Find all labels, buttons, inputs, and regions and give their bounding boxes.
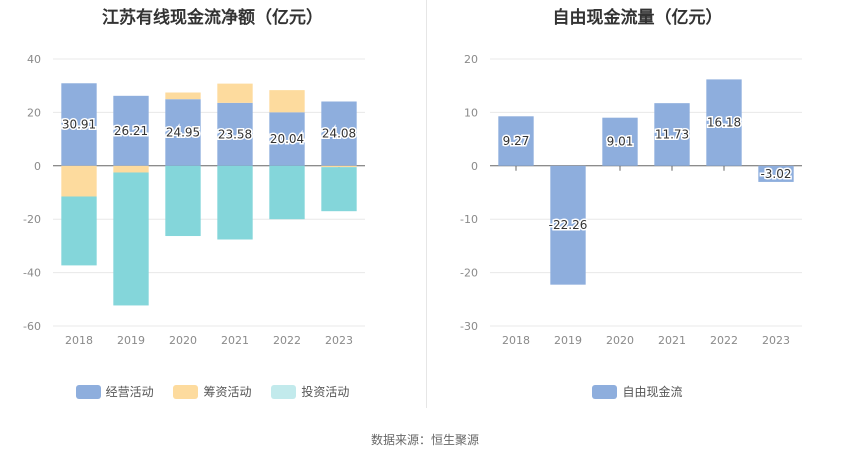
- right-bar-s0-2022: [706, 79, 742, 166]
- right-bar-s0-2018: [498, 116, 534, 166]
- left-bar-s0-2021: [217, 102, 253, 166]
- left-bar-s2-2020: [165, 165, 201, 237]
- right-bar-s0-2021: [654, 103, 690, 166]
- left-bar-s1-2018: [61, 165, 97, 197]
- left-data-label: 24.08: [322, 127, 356, 141]
- legend-label-financing: 筹资活动: [203, 385, 252, 399]
- right-bar-s0-2019: [550, 165, 586, 285]
- right-y-tick-label: 10: [464, 106, 478, 119]
- left-chart-plot: 40 20 0 -20 -40 -60 2018 2019 2020 2021 2022 2023 30…: [23, 53, 365, 347]
- left-bar-s1-2021: [217, 83, 253, 103]
- left-y-tick-label: -60: [23, 320, 41, 333]
- panel-divider: [426, 0, 427, 408]
- left-bar-s0-2020: [165, 99, 201, 166]
- right-data-label: -22.26: [549, 218, 588, 232]
- right-x-tick-label: 2020: [606, 334, 634, 347]
- legend-swatch-financing: [173, 384, 199, 399]
- left-x-tick-label: 2019: [117, 334, 145, 347]
- left-bar-s1-2023: [321, 165, 357, 168]
- right-data-label: -3.02: [760, 167, 791, 181]
- legend-swatch-operating: [75, 384, 101, 399]
- left-y-tick-label: 0: [34, 160, 41, 173]
- right-x-tick-label: 2021: [658, 334, 686, 347]
- right-y-tick-label: -10: [460, 213, 478, 226]
- right-x-tick-label: 2018: [502, 334, 530, 347]
- left-bar-s1-2022: [269, 90, 305, 113]
- legend-label-investing: 投资活动: [301, 385, 350, 399]
- left-bar-s2-2019: [113, 172, 149, 306]
- right-data-label: 16.18: [707, 116, 741, 130]
- left-y-tick-label: 20: [27, 106, 41, 119]
- legend-swatch-investing: [271, 384, 297, 399]
- left-chart-legend: 经营活动 筹资活动 投资活动: [0, 383, 425, 402]
- left-data-label: 20.04: [270, 132, 304, 146]
- right-y-tick-label: 20: [464, 53, 478, 66]
- right-chart-panel: 自由现金流量（亿元） 20 10 0 -10 -20 -30 2018 2019 2020 202…: [425, 0, 850, 410]
- legend-item-financing[interactable]: 筹资活动: [173, 383, 252, 400]
- left-x-tick-label: 2020: [169, 334, 197, 347]
- left-bar-s0-2022: [269, 112, 305, 166]
- left-chart-panel: 江苏有线现金流净额（亿元） 40 20 0 -20 -40 -60 2018 2019 2020…: [0, 0, 425, 410]
- left-y-tick-label: -40: [23, 267, 41, 280]
- left-bar-s2-2022: [269, 165, 305, 220]
- right-bar-s0-2023: [758, 165, 794, 182]
- left-data-label: 24.95: [166, 125, 200, 139]
- left-bar-s1-2020: [165, 92, 201, 100]
- right-x-tick-label: 2019: [554, 334, 582, 347]
- legend-item-free-cash-flow[interactable]: 自由现金流: [592, 383, 683, 400]
- left-x-tick-label: 2022: [273, 334, 301, 347]
- data-source-note: 数据来源：恒生聚源: [370, 433, 479, 447]
- left-bar-s1-2019: [113, 165, 149, 173]
- legend-label-free-cash-flow: 自由现金流: [622, 385, 683, 399]
- left-x-tick-label: 2018: [65, 334, 93, 347]
- right-data-label: 9.27: [503, 134, 530, 148]
- legend-item-investing[interactable]: 投资活动: [271, 383, 349, 400]
- left-x-tick-label: 2021: [221, 334, 249, 347]
- left-y-tick-label: 40: [27, 53, 41, 66]
- right-y-tick-label: -30: [460, 320, 478, 333]
- legend-item-operating[interactable]: 经营活动: [75, 383, 154, 400]
- left-bar-s2-2021: [217, 165, 253, 240]
- left-x-tick-label: 2023: [325, 334, 353, 347]
- right-y-tick-label: -20: [460, 267, 478, 280]
- left-bar-s2-2018: [61, 196, 97, 266]
- left-data-label: 23.58: [218, 127, 252, 141]
- left-bar-s0-2019: [113, 95, 149, 166]
- left-data-label: 30.91: [62, 118, 96, 132]
- left-data-label: 26.21: [114, 124, 148, 138]
- right-data-label: 9.01: [607, 135, 634, 149]
- right-chart-title: 自由现金流量（亿元）: [552, 8, 723, 28]
- right-bar-s0-2020: [602, 117, 638, 166]
- right-x-tick-label: 2022: [710, 334, 738, 347]
- right-y-tick-label: 0: [471, 160, 478, 173]
- left-chart-title: 江苏有线现金流净额（亿元）: [102, 8, 323, 28]
- left-bar-s0-2018: [61, 83, 97, 166]
- right-x-tick-label: 2023: [762, 334, 790, 347]
- legend-label-operating: 经营活动: [105, 385, 154, 399]
- left-y-tick-label: -20: [23, 213, 41, 226]
- left-bar-s2-2023: [321, 167, 357, 212]
- left-bar-s0-2023: [321, 101, 357, 166]
- right-chart-legend: 自由现金流: [425, 383, 850, 402]
- right-chart-plot: 20 10 0 -10 -20 -30 2018 2019 2020 2021 2022 2023 9.…: [460, 53, 802, 347]
- right-data-label: 11.73: [655, 127, 689, 141]
- legend-swatch-free-cash-flow: [592, 384, 618, 399]
